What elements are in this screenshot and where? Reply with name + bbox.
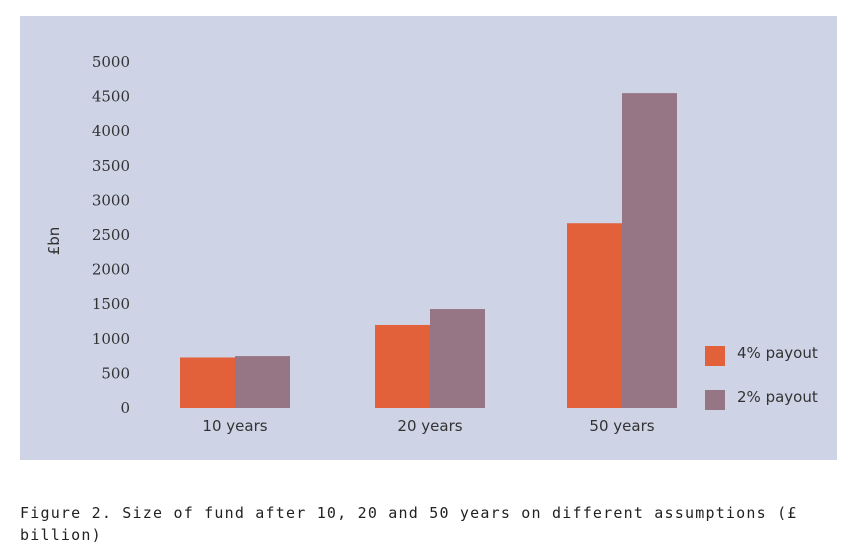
category-labels: 10 years 20 years 50 years bbox=[202, 417, 654, 435]
y-tick-label: 3000 bbox=[92, 191, 130, 209]
legend-swatch bbox=[705, 390, 725, 410]
category-label: 50 years bbox=[589, 417, 654, 435]
y-axis-ticks: 0 500 1000 1500 2000 2500 3000 3500 4000 4500 5000 bbox=[92, 53, 130, 417]
legend-swatch bbox=[705, 346, 725, 366]
bar-two-percent-20-years bbox=[430, 309, 485, 408]
y-tick-label: 500 bbox=[101, 364, 130, 382]
legend: 4% payout 2% payout bbox=[705, 344, 818, 410]
bar-two-percent-10-years bbox=[235, 356, 290, 408]
category-label: 20 years bbox=[397, 417, 462, 435]
y-tick-label: 1500 bbox=[92, 295, 130, 313]
chart-panel: 0 500 1000 1500 2000 2500 3000 3500 4000 4500 5000… bbox=[20, 16, 837, 460]
y-axis-title: £bn bbox=[45, 227, 63, 256]
legend-label: 2% payout bbox=[737, 388, 818, 406]
y-tick-label: 1000 bbox=[92, 330, 130, 348]
y-tick-label: 2500 bbox=[92, 226, 130, 244]
y-tick-label: 4500 bbox=[92, 88, 130, 106]
y-tick-label: 4000 bbox=[92, 122, 130, 140]
category-label: 10 years bbox=[202, 417, 267, 435]
bar-four-percent-10-years bbox=[180, 357, 235, 408]
bar-two-percent-50-years bbox=[622, 93, 677, 408]
bar-four-percent-20-years bbox=[375, 324, 430, 408]
bar-four-percent-50-years bbox=[567, 223, 622, 408]
bar-chart: 0 500 1000 1500 2000 2500 3000 3500 4000 4500 5000… bbox=[45, 53, 818, 435]
figure-caption: Figure 2. Size of fund after 10, 20 and … bbox=[20, 504, 808, 544]
bars bbox=[180, 93, 677, 408]
y-tick-label: 2000 bbox=[92, 261, 130, 279]
y-tick-label: 5000 bbox=[92, 53, 130, 71]
y-tick-label: 0 bbox=[120, 399, 130, 417]
legend-label: 4% payout bbox=[737, 344, 818, 362]
y-tick-label: 3500 bbox=[92, 157, 130, 175]
